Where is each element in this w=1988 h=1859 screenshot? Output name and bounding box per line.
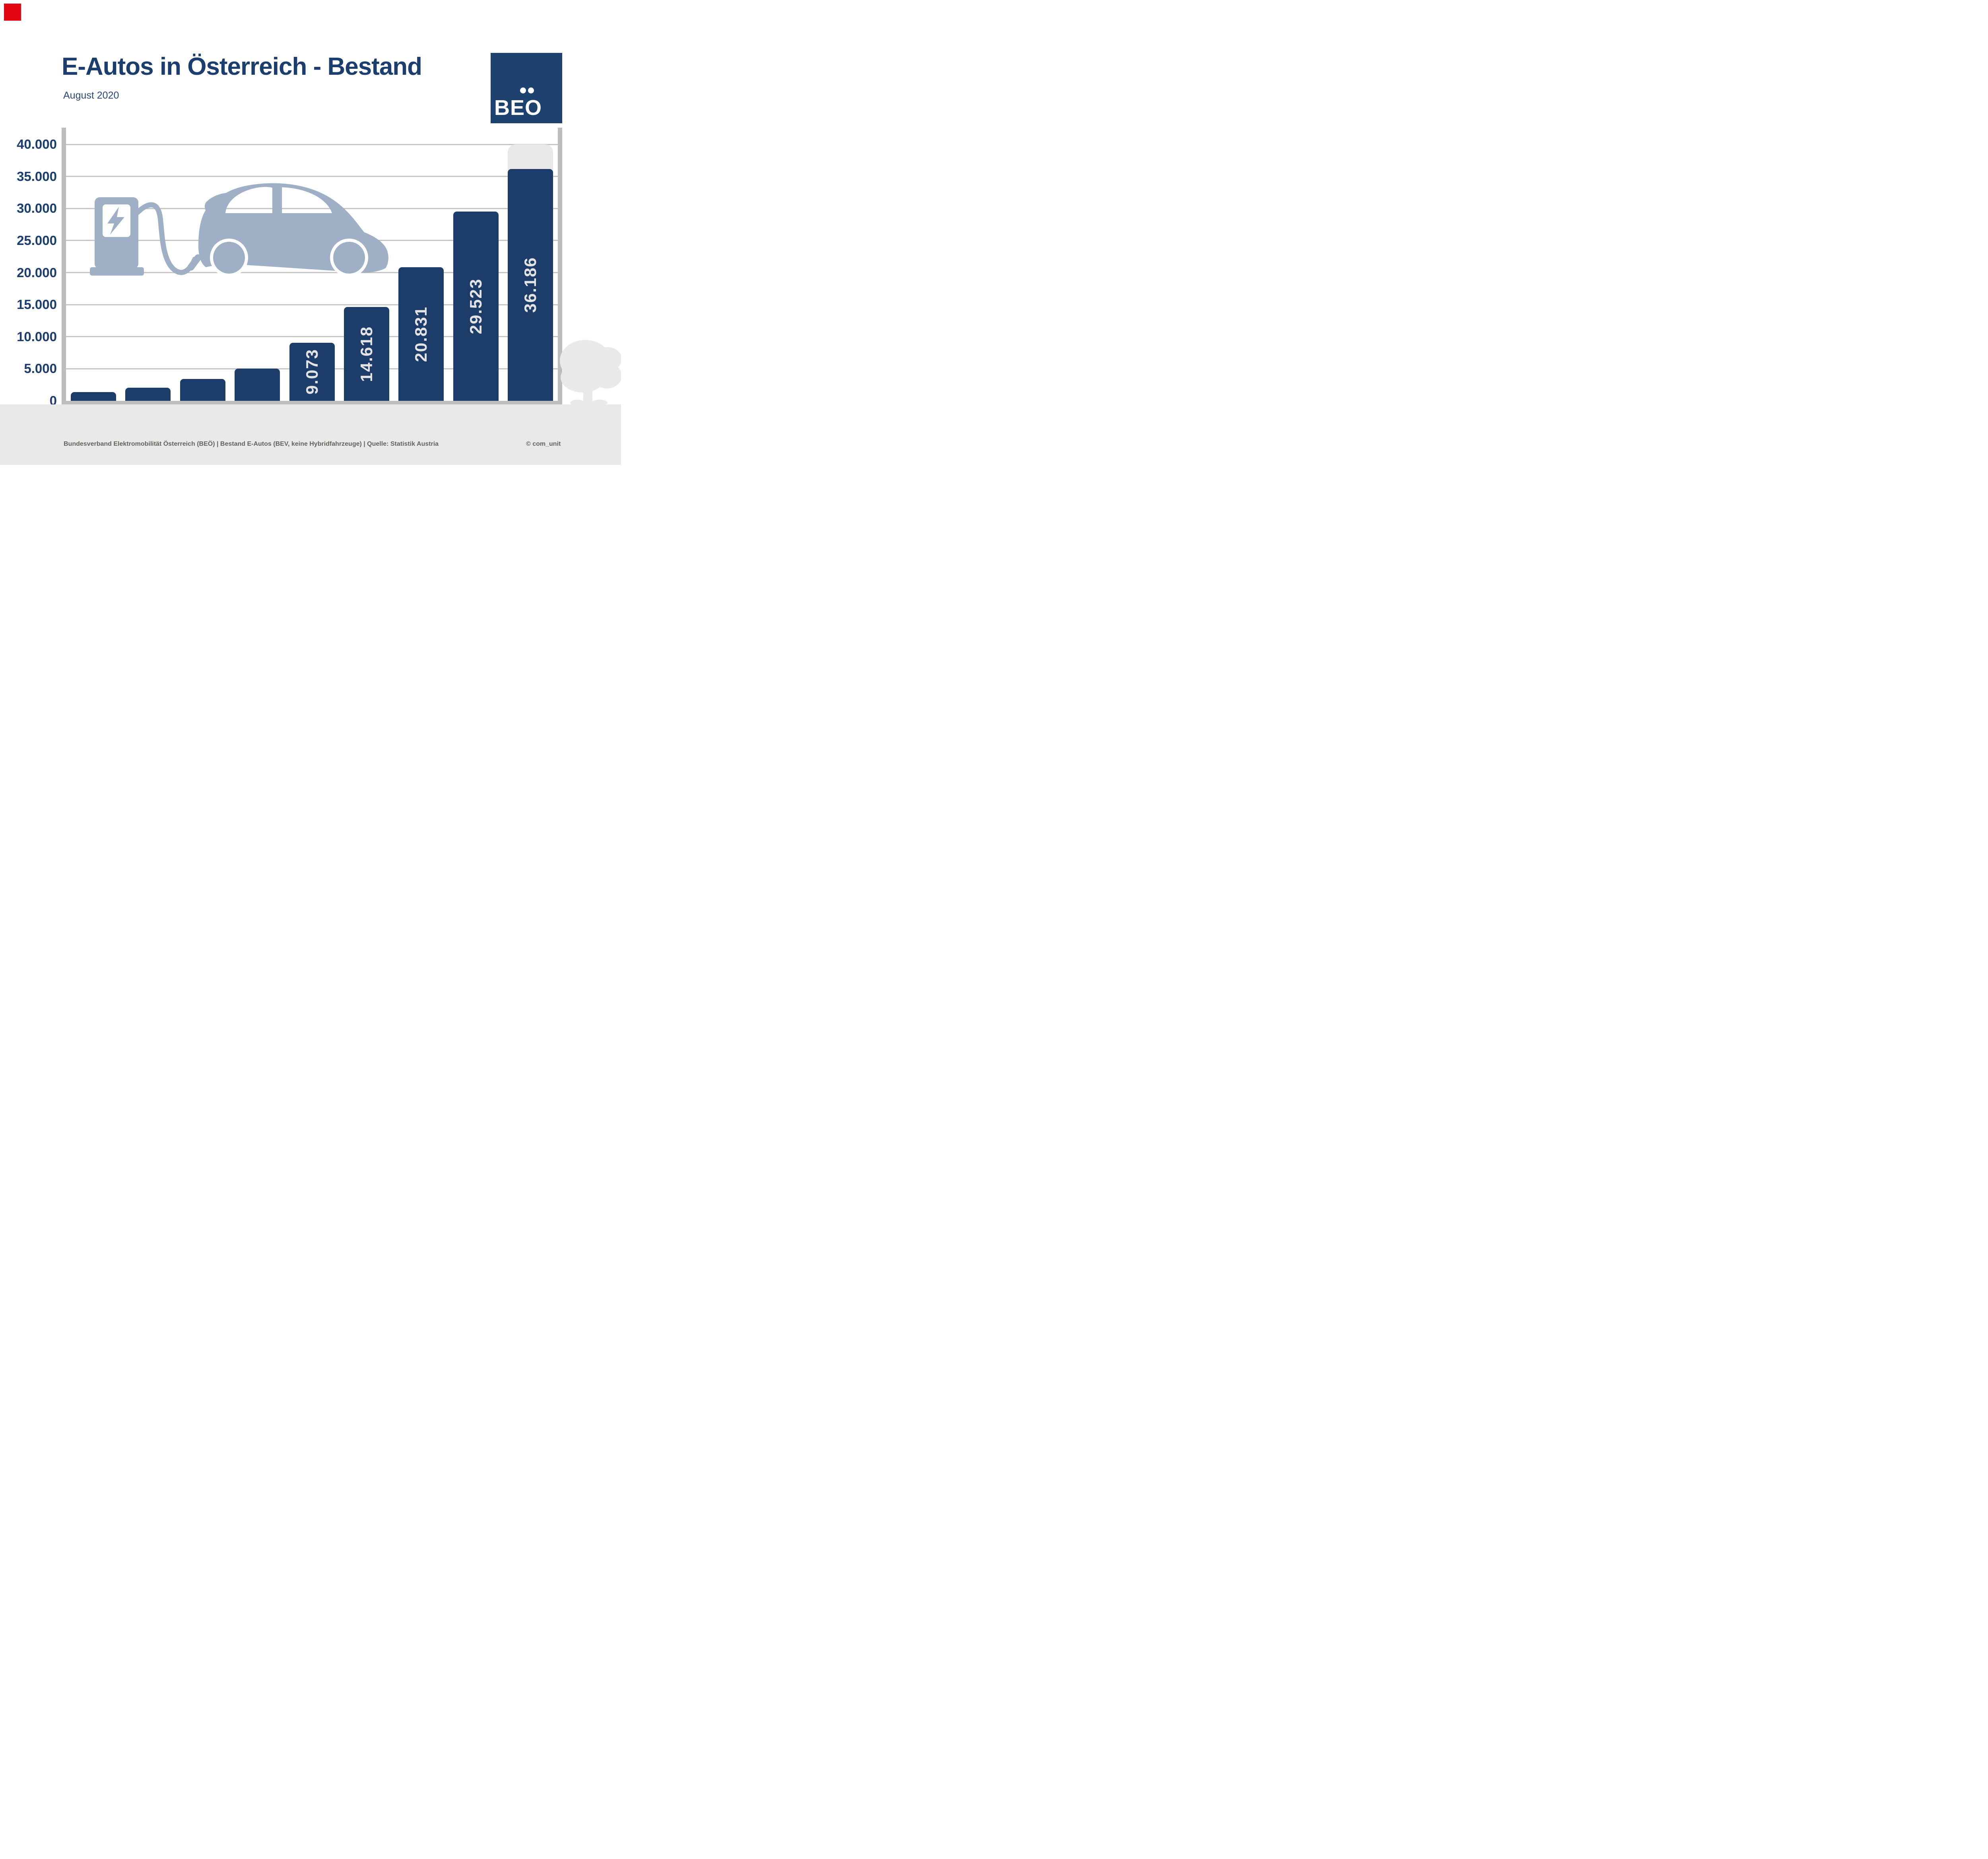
bar-2015 xyxy=(235,368,280,401)
bar-value-label: 20.831 xyxy=(412,306,431,362)
bar-value-label: 29.523 xyxy=(466,278,485,334)
car-icon xyxy=(198,183,388,277)
y-tick-label: 20.000 xyxy=(17,265,57,280)
car-wheel-icon xyxy=(210,239,248,277)
logo-umlaut-dot-icon xyxy=(520,87,526,93)
y-tick-label: 0 xyxy=(49,393,57,408)
charging-cable-icon xyxy=(135,202,202,275)
bar-value-label: 36.186 xyxy=(521,257,540,313)
page-subtitle: August 2020 xyxy=(63,90,119,101)
credit-line: © com_unit xyxy=(526,441,561,447)
y-tick-label: 40.000 xyxy=(17,137,57,152)
bar-2012 xyxy=(70,392,116,401)
gridline xyxy=(66,144,558,145)
bar-value-label: 14.618 xyxy=(357,326,376,382)
infographic-canvas: E-Autos in Österreich - Bestand August 2… xyxy=(0,0,621,465)
gridline xyxy=(66,208,558,209)
gridline xyxy=(66,272,558,273)
source-line: Bundesverband Elektromobilität Österreic… xyxy=(64,441,439,447)
tree-icon xyxy=(560,340,621,406)
bar-2019: 29.523 xyxy=(453,211,499,401)
bar-2018: 20.831 xyxy=(398,267,444,401)
right-axis-line xyxy=(558,128,562,421)
y-tick-label: 25.000 xyxy=(17,233,57,248)
bar-2020: 36.186 xyxy=(508,169,553,401)
corner-marker xyxy=(4,4,21,21)
bar-2016: 9.073 xyxy=(289,342,335,401)
x-axis-line xyxy=(62,401,562,404)
bar-2013 xyxy=(125,387,171,401)
charging-station-icon xyxy=(90,197,144,276)
y-axis-line xyxy=(62,128,66,421)
y-tick-label: 5.000 xyxy=(24,361,57,376)
ground-band xyxy=(0,404,621,465)
bar-value-label: 9.073 xyxy=(302,349,321,395)
page-title: E-Autos in Österreich - Bestand xyxy=(62,53,422,80)
beo-logo: BEO xyxy=(491,53,562,123)
y-tick-label: 15.000 xyxy=(17,297,57,312)
car-wheel-icon xyxy=(330,239,368,277)
y-tick-label: 10.000 xyxy=(17,329,57,344)
gridline xyxy=(66,336,558,338)
logo-umlaut-dot-icon xyxy=(528,87,534,93)
logo-text: BEO xyxy=(494,96,542,120)
lightning-bolt-icon xyxy=(107,207,124,235)
bar-2014 xyxy=(180,379,225,401)
gridline xyxy=(66,304,558,305)
gridline xyxy=(66,176,558,177)
bar-2017: 14.618 xyxy=(344,307,389,401)
y-tick-label: 30.000 xyxy=(17,201,57,216)
ev-charging-illustration xyxy=(90,183,388,277)
y-tick-label: 35.000 xyxy=(17,169,57,184)
